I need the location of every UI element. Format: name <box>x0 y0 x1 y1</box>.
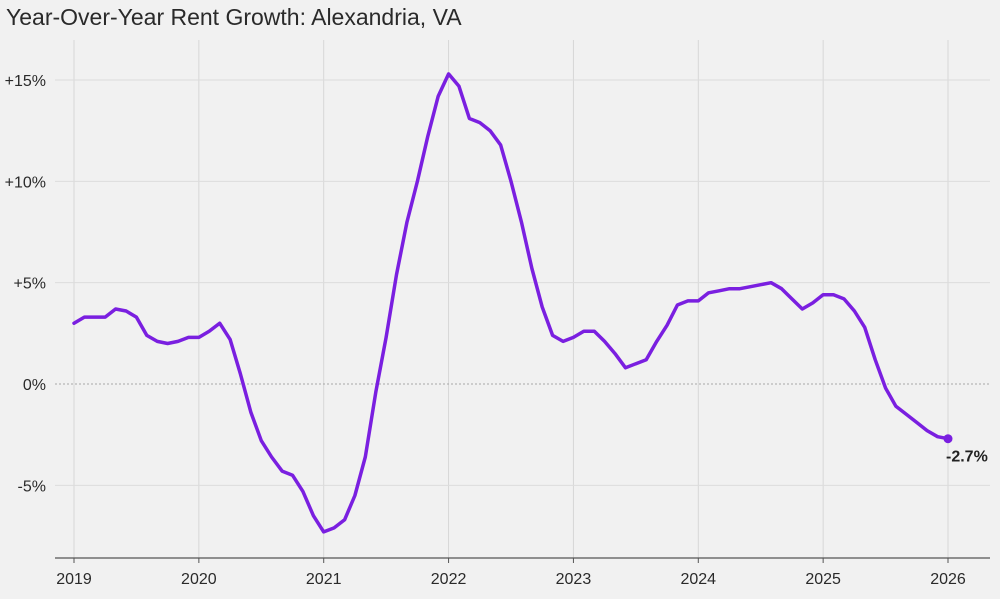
y-tick-label: +10% <box>5 174 46 191</box>
horizontal-gridlines <box>55 79 990 486</box>
y-tick-label: +5% <box>14 276 46 293</box>
x-tick-label: 2024 <box>680 571 716 588</box>
end-point-marker <box>943 434 953 444</box>
y-tick-label: 0% <box>23 377 46 394</box>
y-tick-label: -5% <box>18 478 46 495</box>
y-tick-label: +15% <box>5 73 46 90</box>
x-tick-label: 2022 <box>431 571 467 588</box>
end-value-label: -2.7% <box>946 449 988 466</box>
x-tick-label: 2019 <box>56 571 92 588</box>
x-tick-label: 2025 <box>805 571 841 588</box>
y-axis-ticks: +15% +10% +5% 0% -5% <box>5 73 46 495</box>
x-tick-label: 2023 <box>556 571 592 588</box>
x-axis-ticks: 2019 2020 2021 2022 2023 2024 2025 2026 <box>56 558 966 588</box>
x-tick-label: 2026 <box>930 571 966 588</box>
rent-growth-series-line <box>72 72 950 534</box>
x-tick-label: 2020 <box>181 571 217 588</box>
x-tick-label: 2021 <box>306 571 342 588</box>
chart-title: Year-Over-Year Rent Growth: Alexandria, … <box>6 4 462 30</box>
